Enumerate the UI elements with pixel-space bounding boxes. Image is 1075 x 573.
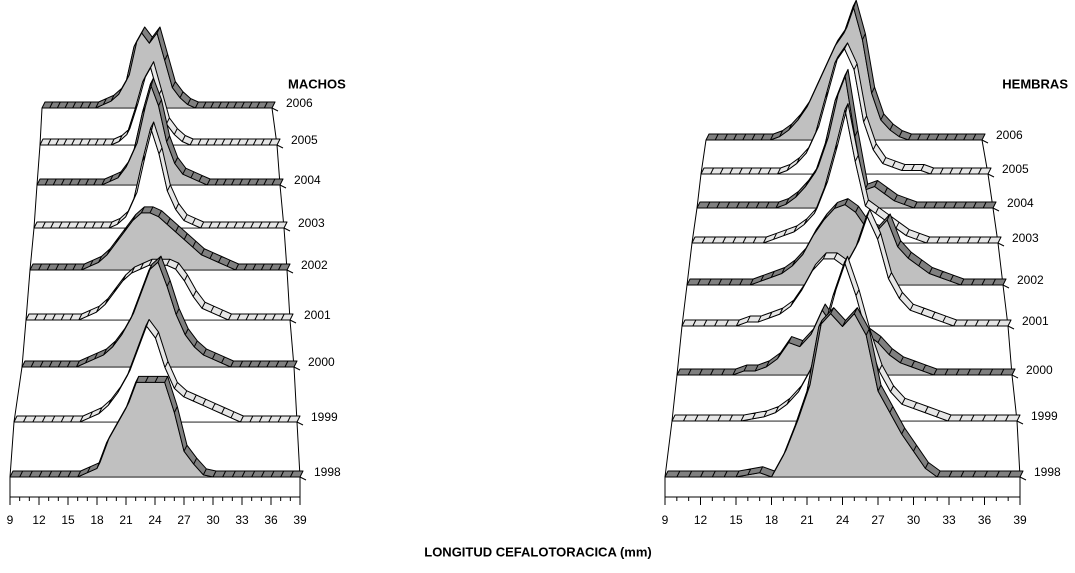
ribbon xyxy=(29,206,291,271)
x-tick-label: 15 xyxy=(61,513,75,527)
ribbon xyxy=(696,68,997,209)
x-tick-label: 33 xyxy=(942,513,956,527)
x-tick-label: 27 xyxy=(177,513,191,527)
depth-tick xyxy=(1016,420,1024,425)
ribbon xyxy=(705,0,986,141)
panel-title: MACHOS xyxy=(288,76,346,91)
series-label: 2005 xyxy=(1002,162,1029,176)
series-label: 2006 xyxy=(286,96,313,110)
depth-tick xyxy=(296,421,304,426)
x-tick-label: 33 xyxy=(235,513,249,527)
series-label: 2004 xyxy=(294,173,321,187)
depth-tick xyxy=(1007,325,1015,330)
depth-tick xyxy=(289,319,297,324)
depth-tick xyxy=(987,173,995,178)
area xyxy=(10,382,300,478)
series-label: 1999 xyxy=(1031,409,1058,423)
x-axis-title: LONGITUD CEFALOTORACICA (mm) xyxy=(424,544,652,559)
ribbon xyxy=(36,77,284,186)
depth-tick xyxy=(992,207,1000,212)
ribbon xyxy=(700,42,992,175)
x-tick-label: 27 xyxy=(871,513,885,527)
series-label: 2003 xyxy=(1012,231,1039,245)
ribbon xyxy=(686,198,1007,286)
ribbon xyxy=(33,121,288,229)
series-label: 2006 xyxy=(996,128,1023,142)
series-label: 2004 xyxy=(1007,196,1034,210)
series-label: 2000 xyxy=(308,355,335,369)
depth-tick xyxy=(997,242,1005,247)
depth-tick xyxy=(293,366,301,371)
series-label: 2000 xyxy=(1026,363,1053,377)
series-label: 2002 xyxy=(301,258,328,272)
ribbon xyxy=(21,255,298,368)
series-label: 2001 xyxy=(304,308,331,322)
depth-tick xyxy=(283,227,291,232)
ribbon xyxy=(681,208,1012,327)
left-wall-edge xyxy=(664,139,707,497)
x-tick-label: 12 xyxy=(32,513,46,527)
depth-tick xyxy=(286,269,294,274)
ribbon xyxy=(691,103,1002,244)
ribbon xyxy=(41,26,276,109)
depth-tick xyxy=(1011,374,1019,379)
depth-axis xyxy=(271,107,301,497)
left-wall-edge xyxy=(9,107,43,497)
depth-tick xyxy=(271,107,279,112)
series-label: 2002 xyxy=(1017,273,1044,287)
x-tick-label: 18 xyxy=(765,513,779,527)
x-tick-label: 9 xyxy=(662,513,669,527)
series-label: 2005 xyxy=(291,133,318,147)
x-tick-label: 36 xyxy=(978,513,992,527)
depth-tick xyxy=(1002,284,1010,289)
x-tick-label: 21 xyxy=(800,513,814,527)
depth-tick xyxy=(981,139,989,144)
panel-title: HEMBRAS xyxy=(1002,76,1068,91)
x-tick-label: 30 xyxy=(206,513,220,527)
ribbon xyxy=(39,61,281,146)
x-tick-label: 24 xyxy=(836,513,850,527)
x-tick-label: 24 xyxy=(148,513,162,527)
x-tick-label: 9 xyxy=(7,513,14,527)
x-tick-label: 21 xyxy=(119,513,133,527)
depth-axis xyxy=(981,139,1021,497)
x-tick-label: 15 xyxy=(729,513,743,527)
area xyxy=(665,312,1020,478)
depth-tick xyxy=(299,476,307,481)
x-tick-label: 36 xyxy=(264,513,278,527)
ribbon xyxy=(13,318,301,423)
series-label: 2003 xyxy=(298,216,325,230)
series-label: 1998 xyxy=(1034,465,1061,479)
depth-tick xyxy=(279,184,287,189)
ribbon xyxy=(9,375,304,478)
x-tick-label: 39 xyxy=(1013,513,1027,527)
depth-tick xyxy=(1019,476,1027,481)
x-tick-label: 12 xyxy=(694,513,708,527)
x-tick-label: 18 xyxy=(90,513,104,527)
ribbon xyxy=(25,258,294,321)
series-label: 1998 xyxy=(314,465,341,479)
ribbon xyxy=(664,307,1024,478)
series-label: 1999 xyxy=(311,410,338,424)
x-tick-label: 30 xyxy=(907,513,921,527)
depth-tick xyxy=(276,144,284,149)
x-tick-label: 39 xyxy=(293,513,307,527)
series-label: 2001 xyxy=(1022,314,1049,328)
